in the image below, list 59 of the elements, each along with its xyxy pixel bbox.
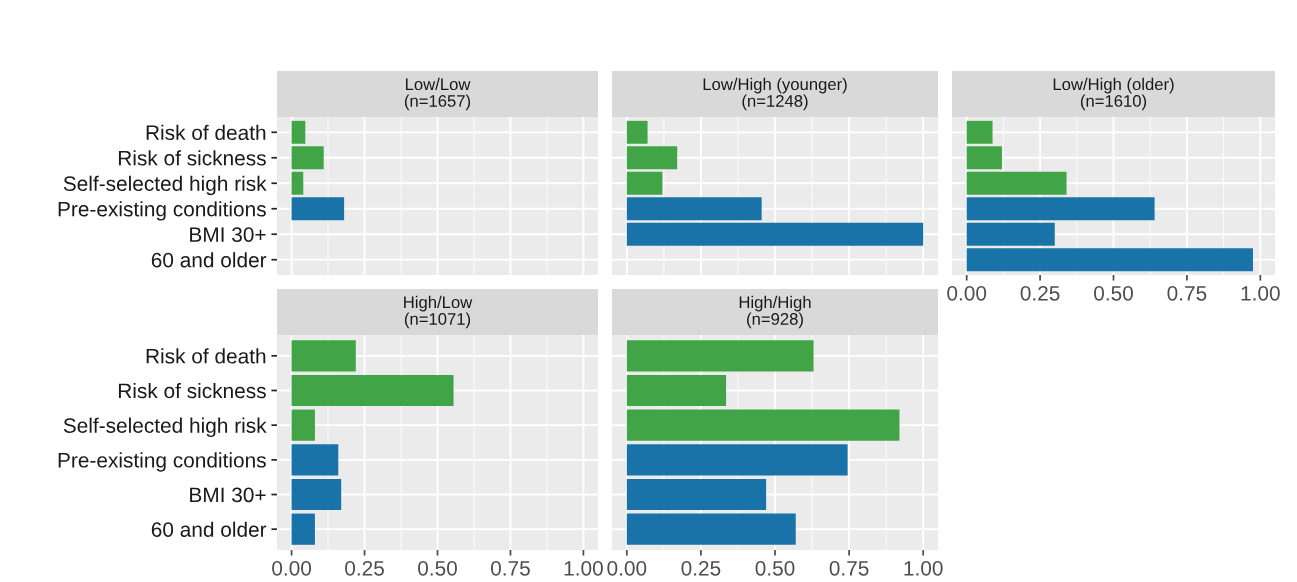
bar <box>626 171 663 195</box>
bar <box>626 120 648 144</box>
bar <box>291 340 356 372</box>
bar <box>291 374 454 407</box>
y-tick-label: 60 and older <box>151 252 267 268</box>
bar <box>291 146 324 170</box>
bar <box>291 478 342 511</box>
bar <box>966 197 1155 221</box>
x-tick-label: 1.00 <box>1241 285 1280 301</box>
x-tick-label: 1.00 <box>564 560 603 576</box>
bar <box>626 478 767 511</box>
chart-title: Low/Low (n=1657) <box>404 77 471 111</box>
bar <box>626 374 727 407</box>
x-tick-label: 0.00 <box>947 285 987 301</box>
bar <box>626 146 678 170</box>
bar <box>626 340 814 372</box>
bar <box>966 171 1067 195</box>
bar <box>626 409 900 441</box>
bar <box>626 444 848 476</box>
chart-title: High/High (n=928) <box>739 295 811 329</box>
x-tick-label: 0.25 <box>345 560 384 576</box>
bar <box>291 171 304 195</box>
bar <box>626 197 762 221</box>
bar <box>626 222 924 246</box>
y-tick-label: Risk of sickness <box>118 150 266 166</box>
y-tick-label: 60 and older <box>151 521 267 537</box>
x-tick-label: 0.50 <box>418 560 457 576</box>
y-tick-label: Risk of sickness <box>118 382 266 399</box>
y-tick-label: Risk of death <box>146 124 266 141</box>
x-tick-label: 0.50 <box>1094 285 1133 301</box>
bar <box>291 120 306 144</box>
chart-title: High/Low (n=1071) <box>404 295 473 329</box>
y-tick-label: Pre-existing conditions <box>58 201 266 221</box>
bar <box>966 120 993 144</box>
bar <box>291 409 315 441</box>
chart-title: Low/High (older) (n=1610) <box>1053 77 1174 111</box>
bar <box>966 248 1253 272</box>
x-tick-label: 0.75 <box>829 560 869 576</box>
x-tick-label: 0.50 <box>755 560 795 576</box>
bar <box>966 222 1055 246</box>
bar <box>291 444 339 476</box>
y-tick-label: BMI 30+ <box>190 487 266 503</box>
bar <box>291 197 345 221</box>
x-tick-label: 0.75 <box>491 560 530 576</box>
x-tick-label: 0.75 <box>1167 285 1207 301</box>
y-tick-label: Risk of death <box>146 348 266 364</box>
x-tick-label: 0.25 <box>681 560 721 576</box>
bar <box>626 513 796 545</box>
bar <box>291 513 315 545</box>
x-tick-label: 0.00 <box>272 560 312 576</box>
x-tick-label: 0.00 <box>607 560 647 576</box>
x-tick-label: 1.00 <box>904 560 943 576</box>
y-tick-label: Pre-existing conditions <box>58 452 266 472</box>
y-tick-label: Self-selected high risk <box>63 175 267 196</box>
y-tick-label: BMI 30+ <box>190 227 266 242</box>
y-tick-label: Self-selected high risk <box>63 417 267 438</box>
x-tick-label: 0.25 <box>1020 285 1060 301</box>
bar <box>966 146 1002 170</box>
chart-title: Low/High (younger) (n=1248) <box>703 77 847 111</box>
